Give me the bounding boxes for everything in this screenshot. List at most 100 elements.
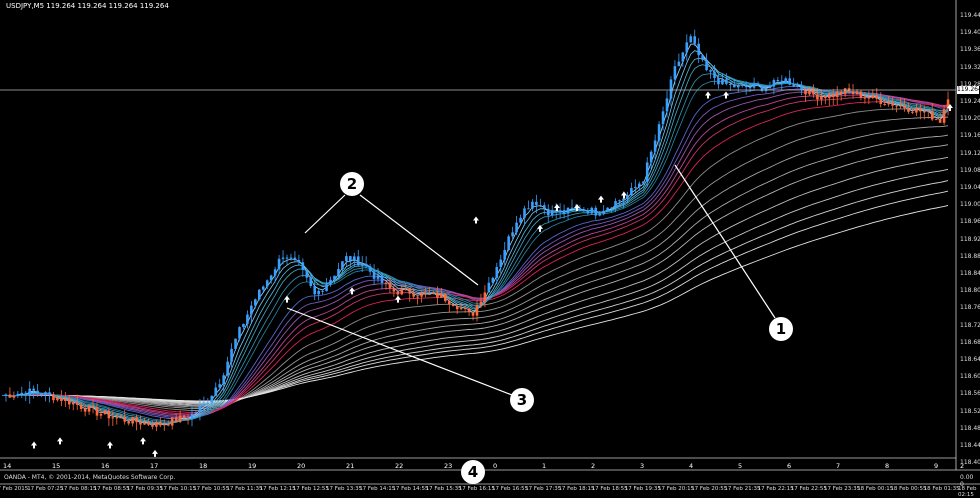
time-tick-label: 17 Feb 18:55 xyxy=(591,486,628,492)
time-axis-right-label: 18 Feb 02:15 xyxy=(958,486,977,498)
candle-body xyxy=(107,410,111,419)
candle-body xyxy=(721,79,724,85)
candle-body xyxy=(511,232,514,237)
candle-body xyxy=(610,207,613,209)
candle-body xyxy=(301,262,305,270)
time-tick-label: 18 Feb 00:15 xyxy=(857,486,894,492)
candle-body xyxy=(871,95,875,99)
candle-body xyxy=(752,83,756,88)
candle-body xyxy=(661,111,665,125)
candle-body xyxy=(186,418,190,420)
price-tick-label: 119.285 xyxy=(960,80,980,88)
candle-body xyxy=(44,392,47,396)
candle-body xyxy=(883,103,887,105)
time-tick-label: 17 Feb 20:15 xyxy=(658,486,695,492)
ema-slow-line xyxy=(2,116,949,409)
sub-axis-tick-label: 2 xyxy=(960,462,965,470)
candle-body xyxy=(20,392,24,394)
candle-body xyxy=(170,417,174,426)
buy-signal-arrow xyxy=(140,437,146,445)
candle-body xyxy=(396,291,400,295)
candle-body xyxy=(582,210,586,212)
copyright-text: OANDA - MT4, © 2001-2014, MetaQuotes Sof… xyxy=(4,474,176,481)
candle-body xyxy=(531,201,534,209)
time-tick-label: 17 Feb 22:15 xyxy=(757,486,794,492)
candle-body xyxy=(602,210,605,214)
candle-body xyxy=(285,257,289,259)
sub-axis-tick-label: 3 xyxy=(640,462,645,470)
candle-body xyxy=(455,306,459,310)
candle-body xyxy=(598,213,602,216)
candle-body xyxy=(111,417,115,419)
sub-axis-tick-label: 1 xyxy=(542,462,547,470)
candle-body xyxy=(155,422,158,427)
candle-body xyxy=(424,293,427,295)
candle-body xyxy=(705,59,708,71)
candle-body xyxy=(903,105,906,109)
time-tick-label: 17 Feb 21:35 xyxy=(724,486,761,492)
candle-body xyxy=(740,84,744,86)
candle-body xyxy=(309,277,313,286)
candle-body xyxy=(341,261,344,269)
candle-body xyxy=(135,417,138,423)
candle-body xyxy=(8,394,12,398)
candle-body xyxy=(103,410,107,414)
candle-body xyxy=(713,71,716,79)
candle-body xyxy=(634,186,637,188)
candle-body xyxy=(24,392,28,396)
candle-body xyxy=(436,292,439,298)
buy-signal-arrow xyxy=(574,204,580,211)
time-tick-label: 18 Feb 00:55 xyxy=(890,486,927,492)
candle-body xyxy=(772,80,776,87)
price-tick-label: 119.245 xyxy=(960,98,980,105)
candle-body xyxy=(523,208,526,218)
candle-body xyxy=(447,301,451,305)
candle-body xyxy=(143,422,146,425)
candle-body xyxy=(238,327,241,339)
sub-axis-zero-secondary: 0 xyxy=(960,481,964,488)
candle-body xyxy=(60,397,63,402)
candle-body xyxy=(800,85,803,90)
candle-body xyxy=(166,424,170,426)
candle-body xyxy=(729,83,732,85)
candle-body xyxy=(91,405,95,408)
candle-body xyxy=(863,97,867,99)
candle-body xyxy=(333,275,336,280)
candle-body xyxy=(578,208,582,211)
buy-signal-arrow xyxy=(395,295,401,303)
ema-slow-line xyxy=(2,204,949,402)
candle-body xyxy=(693,36,697,44)
candle-body xyxy=(206,402,210,404)
candle-body xyxy=(788,78,792,85)
sub-axis-tick-label: 15 xyxy=(52,462,61,470)
candle-body xyxy=(776,80,780,82)
candle-body xyxy=(459,308,463,310)
candle-body xyxy=(463,308,467,310)
candle-body xyxy=(499,259,503,267)
price-tick-label: 118.525 xyxy=(960,407,980,415)
candle-body xyxy=(816,94,819,100)
candle-body xyxy=(404,288,408,290)
candle-body xyxy=(408,288,412,294)
candle-body xyxy=(123,417,127,422)
price-tick-label: 118.565 xyxy=(960,390,980,398)
ema-mid-line xyxy=(1,96,949,415)
candle-body xyxy=(487,282,491,293)
price-tick-label: 119.325 xyxy=(960,63,980,71)
price-tick-label: 118.965 xyxy=(960,218,980,226)
candle-body xyxy=(701,55,704,60)
candle-body xyxy=(40,393,43,396)
candle-body xyxy=(190,413,194,419)
candle-body xyxy=(606,207,609,211)
ema-slow-line xyxy=(2,168,949,404)
buy-signal-arrow xyxy=(705,91,711,99)
candle-body xyxy=(503,249,507,260)
candle-body xyxy=(360,263,364,266)
candle-body xyxy=(28,388,32,396)
candle-body xyxy=(618,200,621,202)
price-tick-label: 118.405 xyxy=(960,459,980,467)
time-tick-label: 17 Feb 10:55 xyxy=(193,486,230,492)
candle-body xyxy=(36,390,39,394)
